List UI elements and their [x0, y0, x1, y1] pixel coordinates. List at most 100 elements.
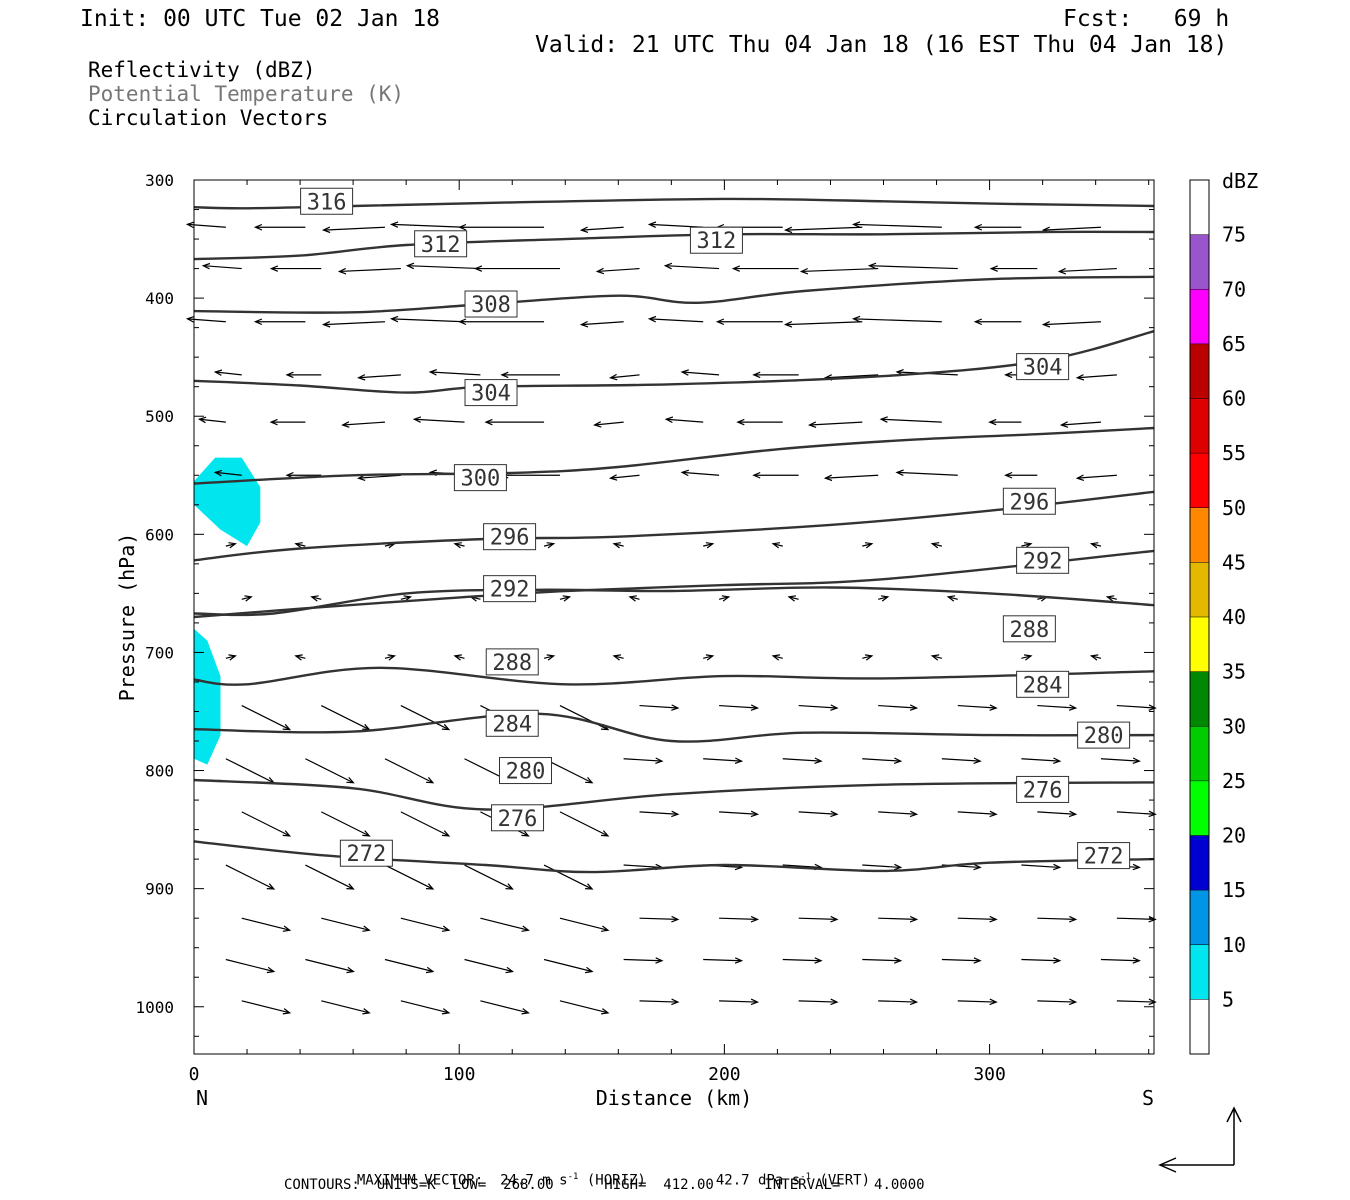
svg-text:296: 296: [490, 526, 530, 551]
valid-time: Valid: 21 UTC Thu 04 Jan 18 (16 EST Thu …: [535, 32, 1228, 58]
contour-284: [193, 666, 1155, 686]
colorbar-segment: [1190, 944, 1209, 1000]
circulation-vector: [225, 958, 276, 974]
circulation-vector: [752, 371, 799, 379]
circulation-vector: [321, 226, 385, 234]
colorbar-segment: [1190, 180, 1209, 235]
colorbar-segment: [1190, 671, 1209, 727]
x-end-label-north: N: [196, 1086, 208, 1110]
colorbar-label: 50: [1222, 496, 1246, 520]
contour-280: [193, 712, 1155, 743]
circulation-vector: [1075, 474, 1117, 481]
circulation-vector: [941, 957, 982, 964]
contour-label: 280: [498, 757, 552, 785]
circulation-vector: [543, 864, 594, 890]
circulation-vector: [593, 421, 624, 428]
circulation-vector: [851, 221, 942, 228]
circulation-vector: [771, 542, 783, 549]
circulation-vector: [253, 223, 306, 231]
circulation-vector: [241, 595, 253, 602]
circulation-vector: [782, 957, 823, 964]
svg-text:312: 312: [697, 229, 737, 254]
colorbar-segment: [1190, 890, 1209, 945]
contour-label: 304: [1016, 353, 1070, 381]
circulation-vector: [612, 654, 624, 661]
circulation-vector: [559, 595, 572, 602]
circulation-vector: [783, 321, 863, 328]
colorbar-label: 30: [1222, 714, 1246, 738]
circulation-vector: [989, 265, 1038, 272]
circulation-vector: [337, 267, 401, 275]
circulation-vector: [639, 810, 680, 818]
circulation-vector: [664, 416, 704, 424]
circulation-vector: [201, 262, 242, 270]
circulation-vector: [612, 542, 624, 549]
circulation-vector: [543, 654, 556, 661]
svg-text:272: 272: [347, 842, 387, 867]
colorbar-segment: [1190, 234, 1209, 290]
circulation-vector: [703, 757, 744, 764]
contour-304: [193, 330, 1155, 394]
contour-label: 284: [485, 709, 539, 737]
circulation-vector: [867, 262, 958, 270]
circulation-vector: [731, 265, 799, 272]
circulation-vector: [321, 321, 385, 328]
circulation-vector: [321, 1000, 371, 1015]
circulation-vector: [225, 864, 276, 890]
circulation-vector: [862, 957, 903, 964]
circulation-vector: [862, 863, 903, 871]
circulation-vector: [783, 226, 863, 234]
circulation-vector: [719, 810, 760, 818]
reflectivity-layer: [194, 457, 261, 765]
circulation-vector: [1021, 863, 1062, 871]
contour-label: 308: [464, 290, 518, 318]
circulation-vector: [1037, 704, 1078, 711]
svg-text:276: 276: [498, 807, 538, 832]
colorbar-label: 5: [1222, 987, 1234, 1011]
circulation-vector: [464, 958, 514, 974]
circulation-vector: [285, 371, 322, 379]
circulation-vector: [715, 318, 783, 326]
circulation-vector: [647, 221, 704, 228]
circulation-vector: [787, 595, 799, 602]
circulation-vector: [639, 704, 680, 711]
circulation-vector: [559, 1000, 610, 1015]
contour-label: 276: [1016, 775, 1070, 803]
contour-label: 312: [689, 226, 743, 254]
colorbar-label: 65: [1222, 332, 1246, 356]
circulation-vector: [798, 704, 839, 711]
circulation-vector: [412, 416, 465, 423]
y-tick-label: 400: [145, 289, 174, 308]
circulation-vector: [1116, 998, 1157, 1006]
colorbar-segment: [1190, 453, 1209, 508]
svg-text:292: 292: [490, 578, 530, 603]
circulation-vector: [1021, 542, 1033, 549]
circulation-vector: [389, 315, 465, 323]
circulation-vector: [1057, 267, 1117, 275]
contour-312: [193, 230, 1155, 261]
circulation-vector: [946, 595, 958, 602]
circulation-vector: [719, 704, 760, 711]
circulation-vector: [719, 998, 760, 1006]
contour-label: 316: [300, 187, 354, 215]
circulation-vector: [197, 416, 226, 424]
colorbar-label: 75: [1222, 223, 1246, 247]
circulation-vector: [1059, 421, 1102, 428]
contour-316: [193, 197, 1155, 210]
contour-label: 272: [339, 839, 393, 867]
circulation-vector: [862, 654, 874, 661]
circulation-vector: [384, 864, 435, 890]
circulation-vector: [543, 958, 594, 974]
colorbar-segment: [1190, 999, 1209, 1054]
circulation-vector: [798, 915, 839, 923]
circulation-vector: [703, 542, 715, 549]
circulation-vector: [225, 758, 276, 784]
circulation-vector: [595, 267, 640, 275]
colorbar-label: 45: [1222, 550, 1246, 574]
circulation-vector: [1105, 595, 1118, 602]
contour-info-label: CONTOURS: UNITS=K LOW= 268.00 HIGH= 412.…: [284, 1177, 925, 1193]
circulation-vector: [878, 704, 919, 711]
circulation-vector: [823, 474, 879, 482]
contour-276: [193, 778, 1155, 811]
circulation-vector: [294, 542, 306, 549]
